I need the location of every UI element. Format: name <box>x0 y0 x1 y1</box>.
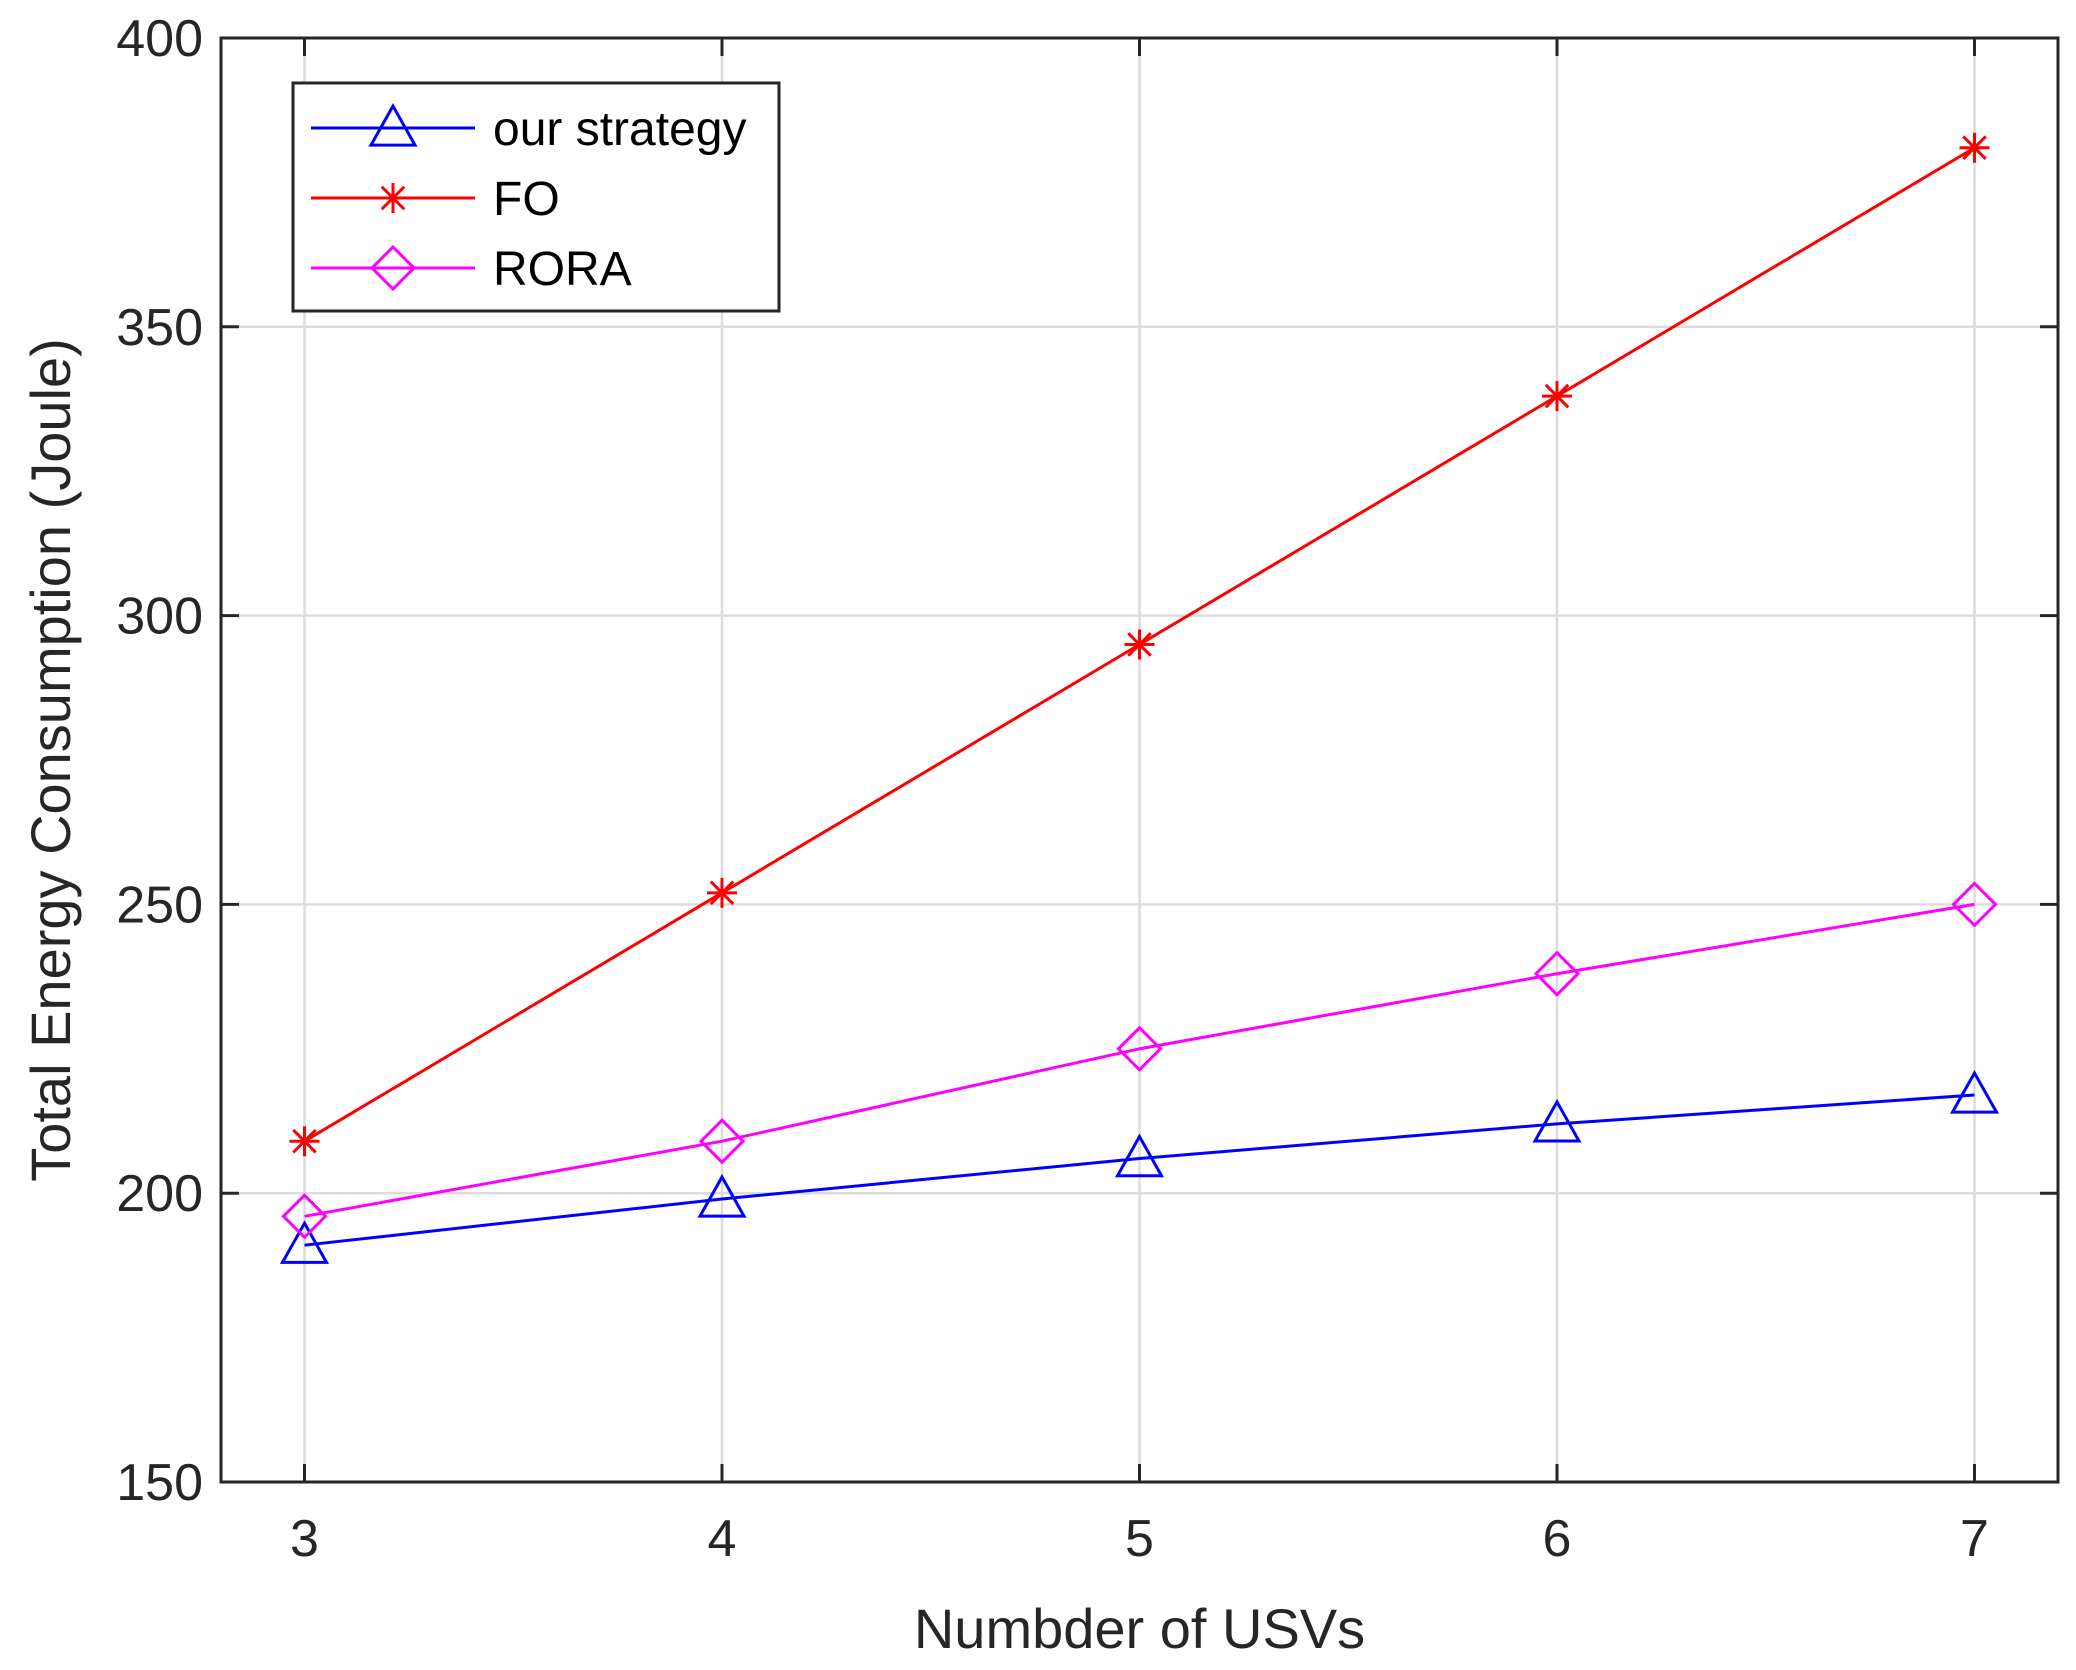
y-tick-label: 200 <box>116 1165 203 1223</box>
x-tick-label: 6 <box>1543 1510 1572 1568</box>
data-point <box>281 1193 328 1240</box>
series-layer <box>279 132 2000 1264</box>
legend-item: FO <box>311 173 560 226</box>
x-tick-label: 5 <box>1125 1510 1154 1568</box>
data-point <box>1114 1133 1165 1178</box>
series-line <box>304 902 1975 1218</box>
triangle-marker-shape <box>368 102 418 147</box>
legend: our strategy FO RORA <box>291 81 781 313</box>
y-tick-label: 250 <box>116 876 203 934</box>
asterisk-stroke <box>380 185 406 211</box>
asterisk-stroke <box>1127 632 1152 657</box>
y-axis-title: Total Energy Consumption (Joule) <box>19 338 82 1182</box>
data-point <box>697 1173 747 1218</box>
y-tick-label: 300 <box>116 588 203 646</box>
x-axis-title: Numbder of USVs <box>914 1597 1365 1660</box>
legend-label: FO <box>493 173 560 226</box>
triangle-marker-shape <box>697 1173 747 1218</box>
diamond-marker-shape <box>369 244 417 292</box>
data-point <box>289 1126 320 1157</box>
triangle-marker-shape <box>1532 1098 1582 1143</box>
y-tick-label: 350 <box>116 299 203 357</box>
legend-marker <box>378 183 408 213</box>
data-point <box>1542 381 1572 412</box>
data-point <box>1951 881 1998 928</box>
diamond-marker-shape <box>281 1193 328 1240</box>
series-our-strategy <box>279 1069 2000 1264</box>
series-line <box>304 1093 1975 1247</box>
series-fo <box>289 132 1990 1157</box>
legend-label: our strategy <box>493 103 746 156</box>
x-tick-label: 3 <box>290 1510 319 1568</box>
x-tick-label: 7 <box>1960 1510 1989 1568</box>
legend-marker <box>368 102 418 147</box>
diamond-marker-shape <box>1533 950 1581 997</box>
data-point <box>1124 629 1155 660</box>
data-point <box>1533 950 1581 997</box>
data-point <box>1959 132 1990 163</box>
data-point <box>707 877 737 908</box>
diamond-marker-shape <box>1116 1025 1163 1072</box>
data-point <box>1949 1069 2000 1114</box>
asterisk-stroke <box>1544 383 1570 409</box>
y-tick-label: 150 <box>116 1454 203 1512</box>
data-point <box>1116 1025 1163 1072</box>
axis-ticks: 3 4 5 6 7 150 200 250 300 350 400 <box>116 10 2058 1568</box>
x-tick-label: 4 <box>708 1510 737 1568</box>
triangle-marker-shape <box>1114 1133 1165 1178</box>
asterisk-stroke <box>709 880 735 906</box>
diamond-marker-shape <box>1951 881 1998 928</box>
legend-label: RORA <box>493 243 632 296</box>
diamond-marker-shape <box>698 1118 746 1165</box>
legend-marker <box>369 244 417 292</box>
series-rora <box>281 881 1998 1240</box>
data-point <box>1532 1098 1582 1143</box>
legend-item: RORA <box>311 243 632 296</box>
triangle-marker-shape <box>279 1220 330 1264</box>
legend-item: our strategy <box>311 102 746 156</box>
data-point <box>698 1118 746 1165</box>
triangle-marker-shape <box>1949 1069 2000 1114</box>
asterisk-stroke <box>1962 135 1987 161</box>
y-tick-label: 400 <box>116 10 203 68</box>
asterisk-stroke <box>292 1128 317 1154</box>
data-point <box>279 1220 330 1264</box>
